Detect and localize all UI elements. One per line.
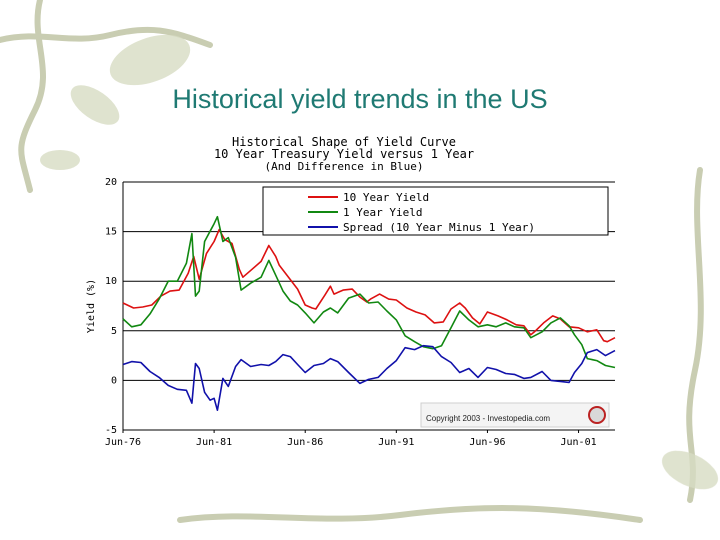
chart-subtitle-2: (And Difference in Blue) bbox=[265, 160, 424, 173]
series-line-2 bbox=[122, 215, 616, 369]
y-tick-label: 10 bbox=[105, 276, 117, 287]
y-tick-label: -5 bbox=[105, 425, 117, 436]
legend-label: 10 Year Yield bbox=[343, 191, 429, 204]
series-line-3 bbox=[122, 344, 616, 411]
investopedia-logo-icon bbox=[588, 406, 606, 424]
y-tick-label: 20 bbox=[105, 177, 117, 188]
x-tick-label: Jun-91 bbox=[378, 437, 414, 448]
y-tick-label: 15 bbox=[105, 227, 117, 238]
copyright-box: Copyright 2003 - Investopedia.com bbox=[420, 402, 610, 428]
y-axis-label: Yield (%) bbox=[86, 279, 97, 333]
copyright-text: Copyright 2003 - Investopedia.com bbox=[426, 414, 550, 423]
series-line-1 bbox=[122, 228, 616, 343]
chart-title: Historical Shape of Yield Curve bbox=[232, 135, 456, 149]
chart-panel: Historical Shape of Yield Curve 10 Year … bbox=[83, 131, 627, 458]
legend-label: 1 Year Yield bbox=[343, 206, 422, 219]
chart-legend: 10 Year Yield 1 Year Yield Spread (10 Year… bbox=[262, 186, 609, 236]
y-tick-label: 0 bbox=[111, 375, 117, 386]
x-tick-label: Jun-76 bbox=[105, 437, 141, 448]
yield-chart: Historical Shape of Yield Curve 10 Year … bbox=[86, 135, 616, 448]
series-lines bbox=[122, 215, 616, 411]
legend-label: Spread (10 Year Minus 1 Year) bbox=[343, 221, 535, 234]
x-tick-label: Jun-81 bbox=[196, 437, 232, 448]
x-tick-label: Jun-01 bbox=[560, 437, 596, 448]
x-tick-label: Jun-86 bbox=[287, 437, 323, 448]
x-tick-label: Jun-96 bbox=[469, 437, 505, 448]
chart-subtitle: 10 Year Treasury Yield versus 1 Year bbox=[214, 147, 474, 161]
slide-title: Historical yield trends in the US bbox=[172, 84, 548, 114]
y-tick-label: 5 bbox=[111, 326, 117, 337]
